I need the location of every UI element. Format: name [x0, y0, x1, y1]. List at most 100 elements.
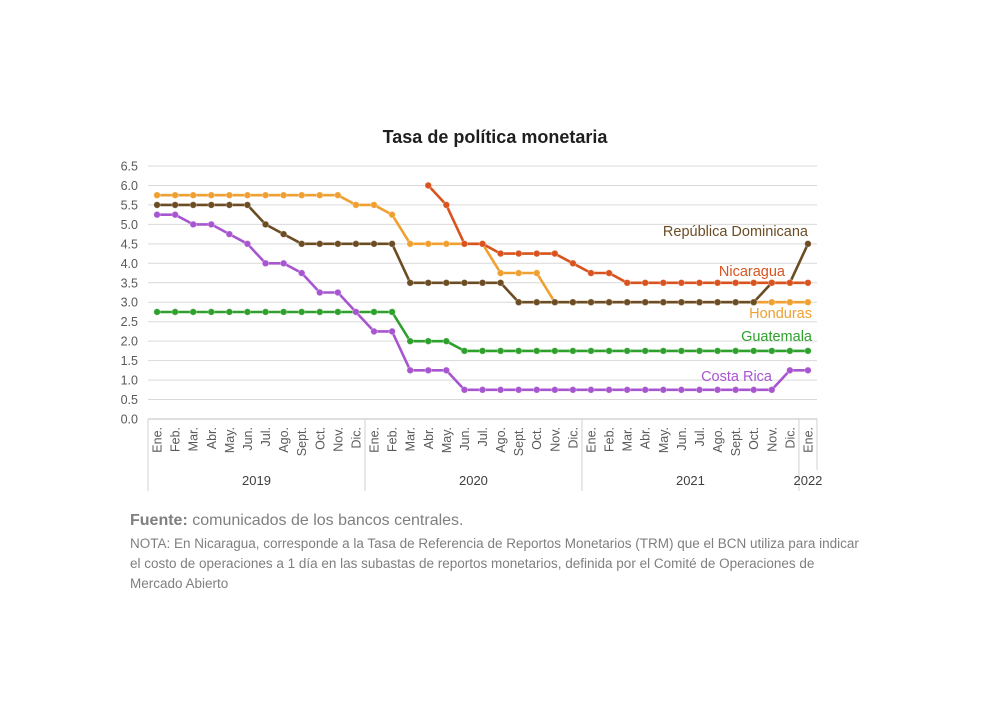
data-point [297, 191, 306, 199]
series-guatemala [153, 308, 812, 355]
data-point [804, 279, 812, 287]
data-point [786, 279, 794, 287]
data-point [623, 298, 631, 306]
x-tick-label: Dic. [349, 427, 363, 449]
data-point [677, 279, 686, 287]
y-tick-label: 1.0 [121, 374, 138, 388]
data-point [478, 386, 487, 394]
x-tick-label: Ene. [801, 427, 815, 453]
data-point [605, 347, 613, 355]
series-label: República Dominicana [663, 224, 809, 240]
data-point [623, 279, 631, 287]
data-point [587, 298, 595, 306]
data-point [496, 386, 505, 394]
x-tick-label: Ago. [711, 427, 725, 453]
data-point [261, 191, 270, 199]
data-point [659, 279, 668, 287]
series-line [155, 310, 810, 353]
x-tick-label: Abr. [639, 427, 653, 449]
data-point [279, 191, 288, 199]
data-point [388, 308, 396, 316]
data-point [478, 240, 487, 248]
data-point [659, 298, 668, 306]
data-point [207, 220, 215, 229]
x-tick-label: Ago. [277, 427, 291, 453]
data-point [171, 210, 179, 219]
series-label: Guatemala [741, 329, 813, 345]
data-point [605, 298, 613, 306]
data-point [605, 269, 613, 277]
data-point [514, 347, 523, 355]
data-point [750, 298, 758, 306]
data-point [153, 191, 161, 199]
data-point [370, 308, 378, 316]
data-point [171, 191, 179, 199]
data-point [768, 386, 776, 394]
data-point [207, 191, 215, 199]
data-point [695, 279, 704, 287]
data-point [804, 347, 812, 355]
data-point [442, 240, 451, 248]
x-tick-label: Jul. [476, 427, 490, 446]
policy-rate-chart: Tasa de política monetaria 0.0 0.5 1.0 1.5 2… [121, 127, 822, 491]
x-tick-label: Oct. [747, 427, 761, 450]
data-point [334, 308, 342, 316]
data-point [731, 347, 740, 355]
source-label: Fuente: [130, 512, 188, 529]
data-point [587, 386, 595, 394]
data-point [587, 269, 595, 277]
data-point [750, 279, 758, 287]
data-point [641, 347, 649, 355]
data-point [569, 259, 577, 268]
x-tick-label: Abr. [205, 427, 219, 449]
x-tick-label: Jul. [693, 427, 707, 446]
data-point [225, 201, 234, 209]
data-point [768, 298, 776, 306]
x-tick-label: Mar. [621, 427, 635, 451]
data-point [478, 347, 487, 355]
data-point [189, 220, 197, 229]
data-point [569, 347, 577, 355]
data-point [334, 288, 342, 297]
data-point [388, 210, 396, 219]
data-point [352, 240, 360, 248]
data-point [424, 181, 432, 190]
data-point [406, 279, 414, 287]
data-point [370, 201, 378, 209]
x-tick-label: Jun. [458, 427, 472, 451]
series-república-dominicana [153, 201, 812, 306]
data-point [713, 279, 722, 287]
y-tick-label: 2.0 [121, 335, 138, 349]
data-point [207, 201, 215, 209]
data-point [713, 386, 722, 394]
x-tick-label: May. [223, 427, 237, 453]
x-tick-label: Jul. [259, 427, 273, 446]
data-point [677, 386, 686, 394]
y-tick-label: 6.0 [121, 179, 138, 193]
data-point [316, 240, 324, 248]
source-note: NOTA: En Nicaragua, corresponde a la Tas… [130, 536, 859, 591]
data-point [496, 269, 505, 277]
data-point [514, 249, 523, 258]
x-tick-label: Ene. [584, 427, 598, 453]
data-point [533, 347, 541, 355]
year-label: 2020 [459, 473, 488, 488]
data-point [731, 298, 740, 306]
data-point [225, 230, 234, 238]
y-tick-label: 4.5 [121, 237, 138, 251]
series-label: Nicaragua [719, 264, 786, 280]
data-point [243, 191, 252, 199]
x-tick-label: Feb. [169, 427, 183, 452]
year-label: 2022 [793, 473, 822, 488]
data-point [731, 386, 740, 394]
x-tick-label: Nov. [548, 427, 562, 452]
data-point [261, 308, 270, 316]
data-point [804, 366, 812, 375]
series-labels: República Dominicana Nicaragua Honduras Gua… [663, 224, 813, 385]
data-point [388, 240, 396, 248]
data-point [750, 386, 758, 394]
data-point [243, 240, 252, 248]
data-point [370, 240, 378, 248]
y-tick-label: 2.5 [121, 315, 138, 329]
data-point [388, 327, 396, 336]
